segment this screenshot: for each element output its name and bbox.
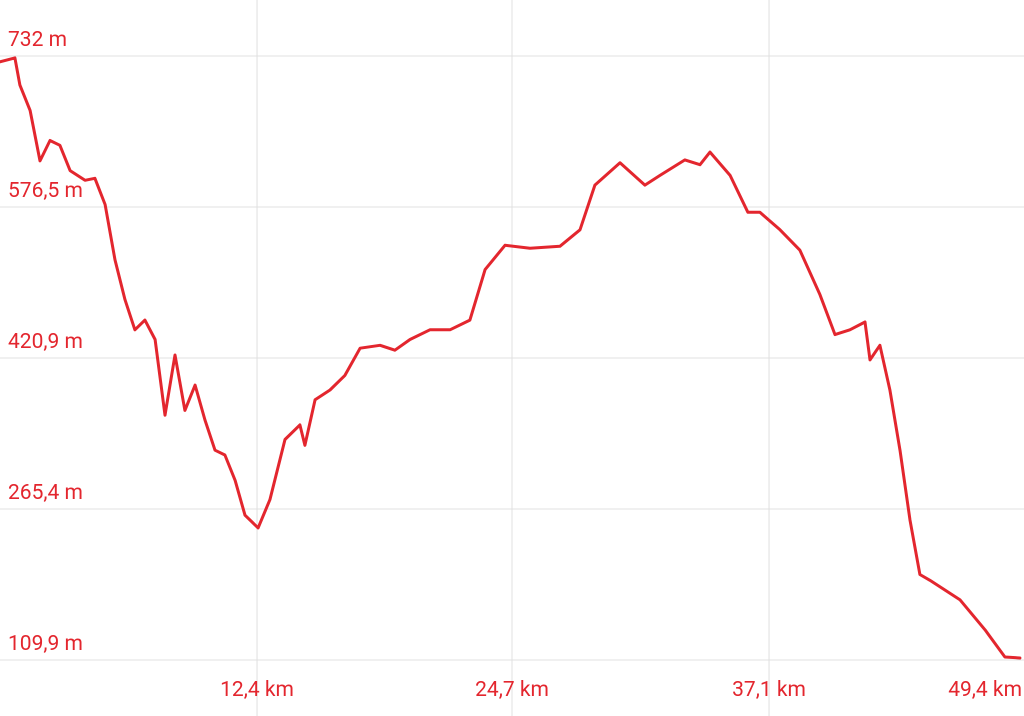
- x-tick-label: 37,1 km: [732, 678, 806, 702]
- x-tick-label: 24,7 km: [475, 678, 549, 702]
- x-tick-label: 12,4 km: [220, 678, 294, 702]
- x-tick-label: 49,4 km: [948, 678, 1022, 702]
- elevation-line: [0, 56, 1022, 660]
- y-tick-label: 420,9 m: [8, 330, 83, 354]
- y-tick-label: 732 m: [8, 28, 67, 52]
- y-tick-label: 109,9 m: [8, 632, 83, 656]
- y-tick-label: 576,5 m: [8, 179, 83, 203]
- y-tick-label: 265,4 m: [8, 481, 83, 505]
